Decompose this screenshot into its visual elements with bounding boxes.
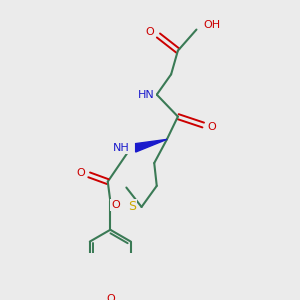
Text: O: O (76, 168, 85, 178)
Text: HN: HN (138, 90, 155, 100)
Text: O: O (207, 122, 216, 132)
Text: OH: OH (203, 20, 220, 30)
Polygon shape (136, 140, 167, 152)
Text: O: O (106, 294, 115, 300)
Text: S: S (128, 200, 136, 214)
Text: NH: NH (113, 143, 130, 153)
Text: O: O (146, 27, 154, 37)
Text: O: O (111, 200, 120, 210)
